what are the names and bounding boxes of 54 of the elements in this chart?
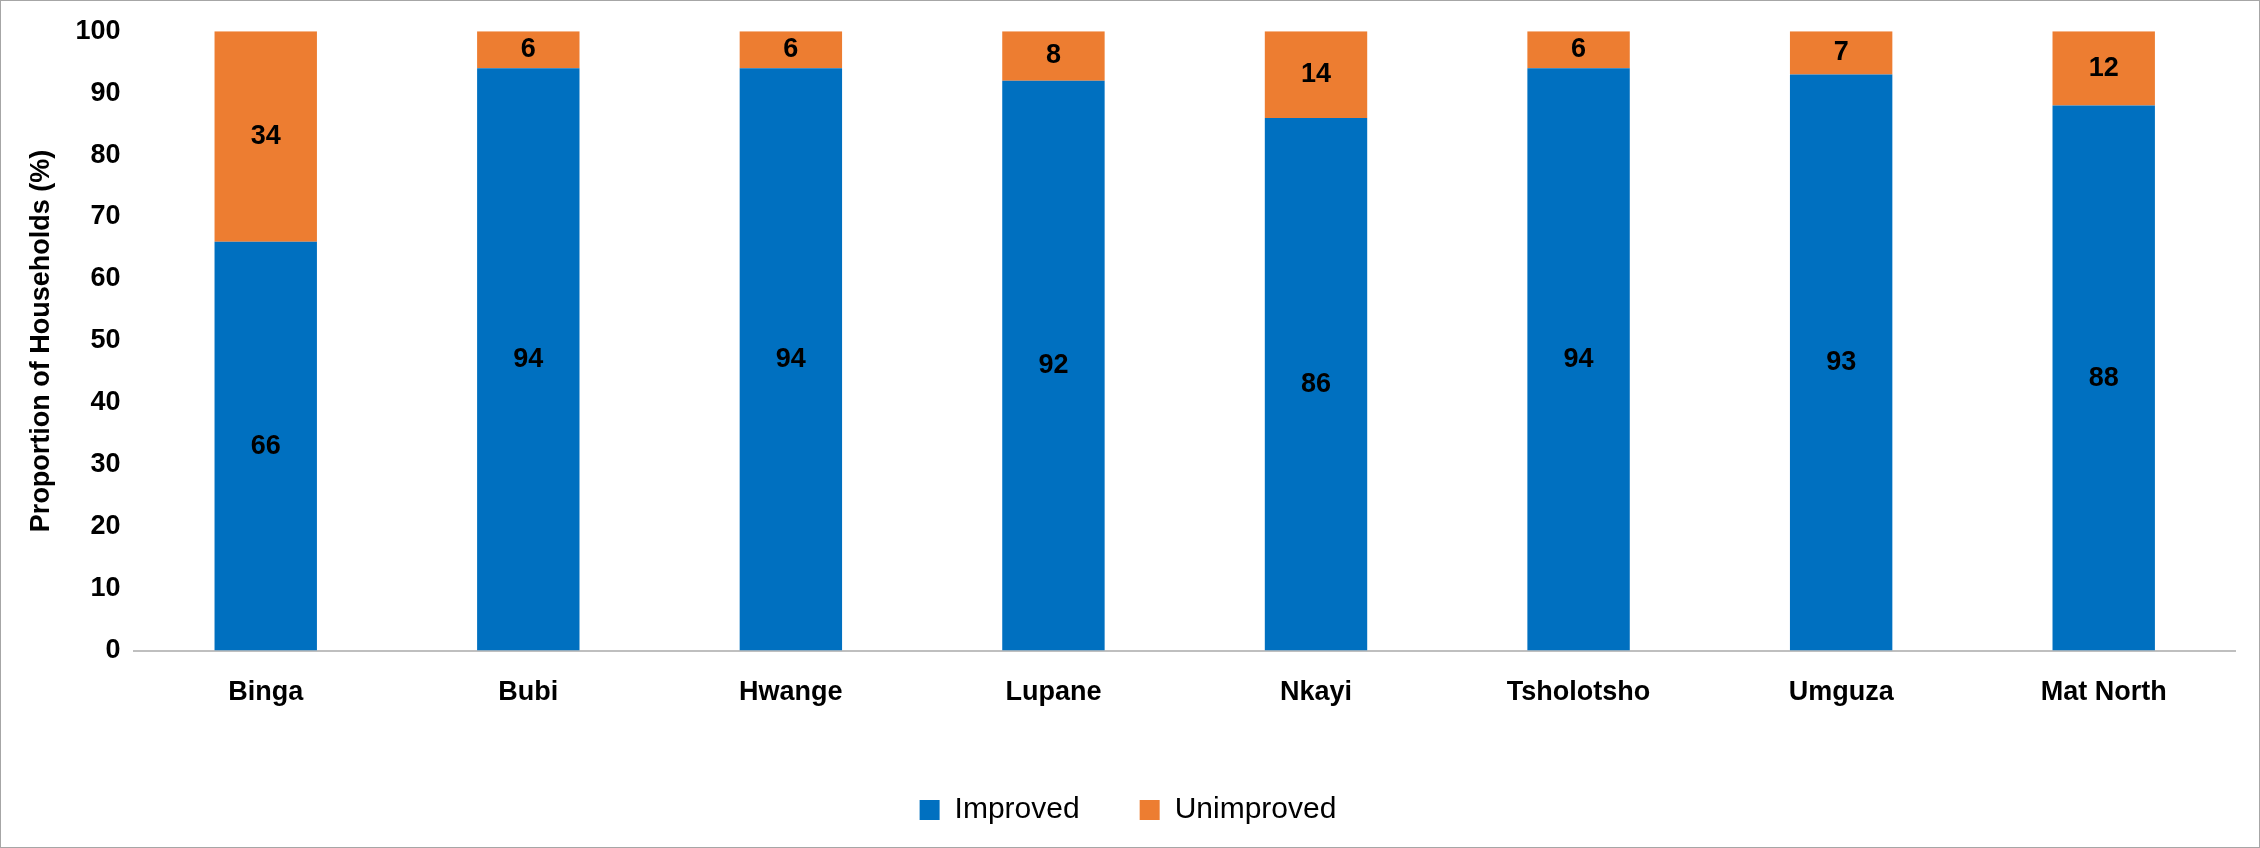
- data-label: 66: [250, 429, 281, 460]
- bar: [214, 241, 317, 651]
- data-label: 86: [1300, 367, 1332, 398]
- x-tick-label: Binga: [228, 676, 305, 707]
- y-tick-label: 20: [90, 510, 121, 541]
- y-tick-label: 60: [90, 262, 121, 293]
- data-label: 34: [250, 119, 281, 150]
- legend-label: Unimproved: [1174, 791, 1337, 825]
- x-tick-label: Umguza: [1788, 676, 1895, 707]
- bar: [1527, 31, 1630, 69]
- data-label: 93: [1826, 346, 1857, 377]
- y-tick-label: 40: [90, 386, 121, 417]
- bar: [739, 31, 843, 69]
- y-tick-label: 100: [75, 14, 121, 45]
- data-label: 7: [1833, 36, 1849, 67]
- bar: [1002, 80, 1105, 651]
- x-tick-label: Hwange: [739, 676, 843, 707]
- x-tick-label: Tsholotsho: [1506, 676, 1651, 707]
- x-tick-label: Mat North: [2040, 676, 2167, 707]
- bar: [739, 68, 843, 651]
- data-label: 12: [2088, 51, 2119, 82]
- data-label: 6: [783, 33, 799, 64]
- y-axis-title: Proportion of Households (%): [24, 149, 55, 533]
- data-label: 88: [2088, 361, 2119, 392]
- y-tick-label: 10: [90, 572, 121, 603]
- bar: [477, 31, 580, 69]
- data-label: 14: [1300, 58, 1332, 89]
- data-label: 94: [513, 342, 544, 373]
- y-tick-label: 80: [90, 138, 121, 169]
- data-label: 6: [520, 33, 536, 64]
- y-tick-label: 70: [90, 200, 121, 231]
- x-tick-label: Lupane: [1005, 676, 1102, 707]
- bar: [2052, 31, 2155, 106]
- y-tick-label: 0: [105, 634, 121, 665]
- bar: [214, 31, 317, 242]
- bar: [2052, 105, 2155, 651]
- data-label: 8: [1045, 39, 1061, 70]
- bar: [1789, 74, 1893, 651]
- y-tick-label: 90: [90, 76, 121, 107]
- bar: [1002, 31, 1105, 81]
- bar: [1527, 68, 1630, 651]
- bar: [477, 68, 580, 651]
- data-label: 92: [1038, 349, 1069, 380]
- y-tick-label: 50: [90, 324, 121, 355]
- data-label: 94: [1563, 342, 1594, 373]
- bar: [1264, 117, 1368, 651]
- x-tick-label: Bubi: [498, 676, 559, 707]
- x-tick-label: Nkayi: [1279, 676, 1353, 707]
- legend-label: Improved: [954, 791, 1080, 825]
- bar: [1264, 31, 1368, 118]
- data-label: 6: [1571, 33, 1587, 64]
- bar: [1789, 31, 1893, 75]
- data-label: 94: [775, 342, 806, 373]
- y-tick-label: 30: [90, 448, 121, 479]
